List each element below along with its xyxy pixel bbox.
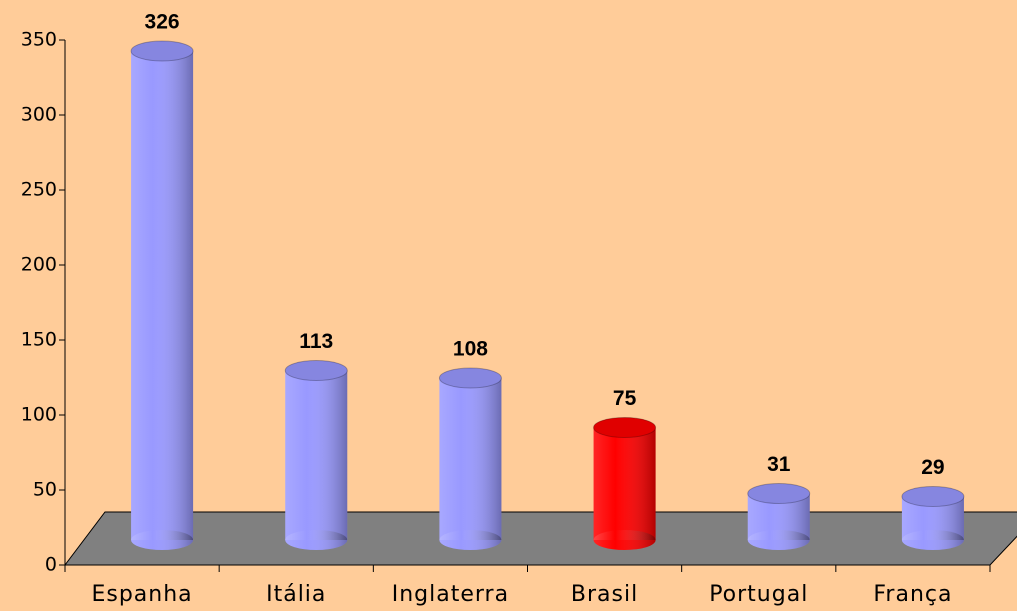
bar-top <box>901 486 965 507</box>
x-tick-label: Espanha <box>91 582 192 607</box>
x-tick-label: Portugal <box>709 582 808 607</box>
x-tick-label: Brasil <box>571 582 638 607</box>
y-tick-label: 50 <box>33 479 57 501</box>
bar-top-shade <box>593 417 656 438</box>
bar-top <box>593 417 657 438</box>
x-tick-label: França <box>873 582 952 607</box>
bar-shade <box>593 427 656 540</box>
y-tick-label: 100 <box>21 404 57 426</box>
x-tick-label: Itália <box>266 582 326 607</box>
bar-shade <box>285 370 348 540</box>
y-tick-label: 200 <box>21 254 57 276</box>
bar-bottom-shade <box>285 530 348 550</box>
bar-top <box>130 40 194 62</box>
bar-top <box>284 360 348 381</box>
y-tick-label: 150 <box>21 329 57 351</box>
value-label: 108 <box>453 338 488 361</box>
value-label: 75 <box>613 387 637 410</box>
value-label: 326 <box>145 11 180 34</box>
x-tick-label: Inglaterra <box>392 582 509 607</box>
bar-top-shade <box>285 360 348 381</box>
bar-bottom-shade <box>131 530 194 550</box>
bar-top <box>438 367 502 389</box>
bar-shade <box>131 51 194 540</box>
bar-top-shade <box>901 486 964 507</box>
bar-bottom-shade <box>439 530 502 550</box>
bar-bottom-shade <box>593 530 656 550</box>
value-label: 31 <box>767 453 791 476</box>
bar-top <box>747 483 811 504</box>
bar-bottom-shade <box>747 530 810 550</box>
bar-top-shade <box>747 483 810 504</box>
bar-shade <box>439 378 502 540</box>
y-tick-label: 300 <box>21 104 57 126</box>
bar-top-shade <box>131 41 194 61</box>
bar-top-shade <box>439 368 502 388</box>
value-label: 113 <box>299 330 333 353</box>
y-tick-label: 250 <box>21 179 57 201</box>
y-tick-label: 350 <box>21 29 57 51</box>
floor <box>63 511 1017 566</box>
value-label: 29 <box>921 456 944 479</box>
bar-bottom-shade <box>901 530 964 550</box>
y-tick-label: 0 <box>45 554 57 576</box>
